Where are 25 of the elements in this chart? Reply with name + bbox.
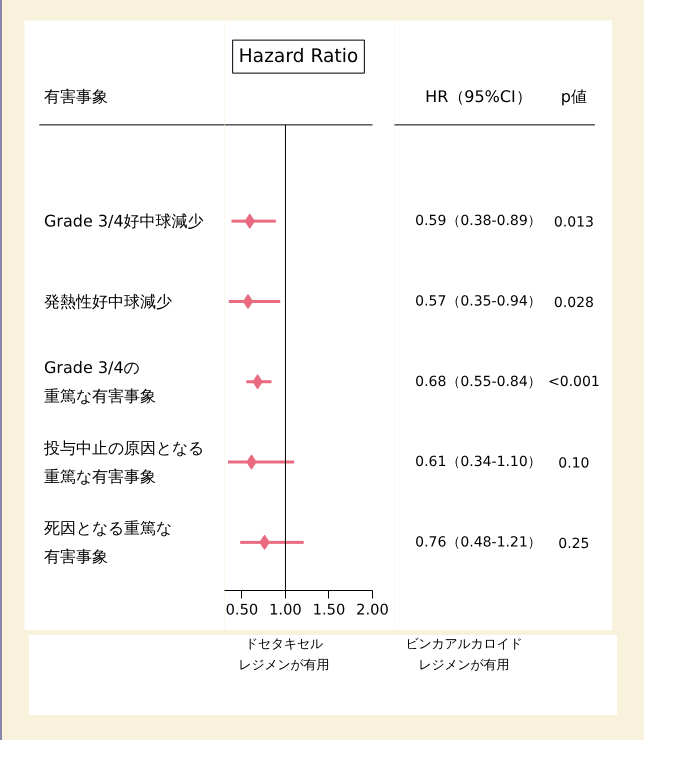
text: 0.25	[558, 536, 590, 552]
data-label: 0.61（0.34-1.10）	[415, 454, 542, 470]
text: 0.013	[554, 214, 594, 231]
y-tick-label: Grade 3/4好中球減少	[44, 212, 204, 231]
text: ドセタキセルレジメンが有用	[238, 636, 330, 675]
data-label: 0.57（0.35-0.94）	[415, 293, 542, 310]
y-axis-title: 有害事象	[44, 87, 108, 106]
y-tick-label: Grade 3/4の重篤な有害事象	[44, 358, 156, 406]
text: 0.028	[554, 294, 594, 311]
data-label: 0.59（0.38-0.89）	[415, 213, 542, 230]
text: 0.10	[558, 456, 590, 472]
y-tick-label: 発熱性好中球減少	[44, 292, 172, 311]
x-tick-label: 1.50	[312, 602, 346, 618]
text: <0.001	[548, 374, 600, 390]
y-tick-label: 死因となる重篤な有害事象	[44, 518, 172, 566]
text: p値	[560, 87, 587, 106]
text: ビンカアルカロイドレジメンが有用	[404, 636, 524, 675]
data-label: 0.76（0.48-1.21）	[415, 534, 542, 550]
x-tick-label: 1.00	[269, 602, 302, 618]
data-label: 0.68（0.55-0.84）	[415, 374, 542, 390]
chart-title: Hazard Ratio	[238, 46, 358, 68]
x-tick-label: 2.00	[356, 602, 389, 618]
text: HR（95%CI）	[425, 87, 532, 106]
y-tick-label: 投与中止の原因となる重篤な有害事象	[43, 438, 204, 486]
x-tick-label: 0.50	[226, 602, 258, 618]
